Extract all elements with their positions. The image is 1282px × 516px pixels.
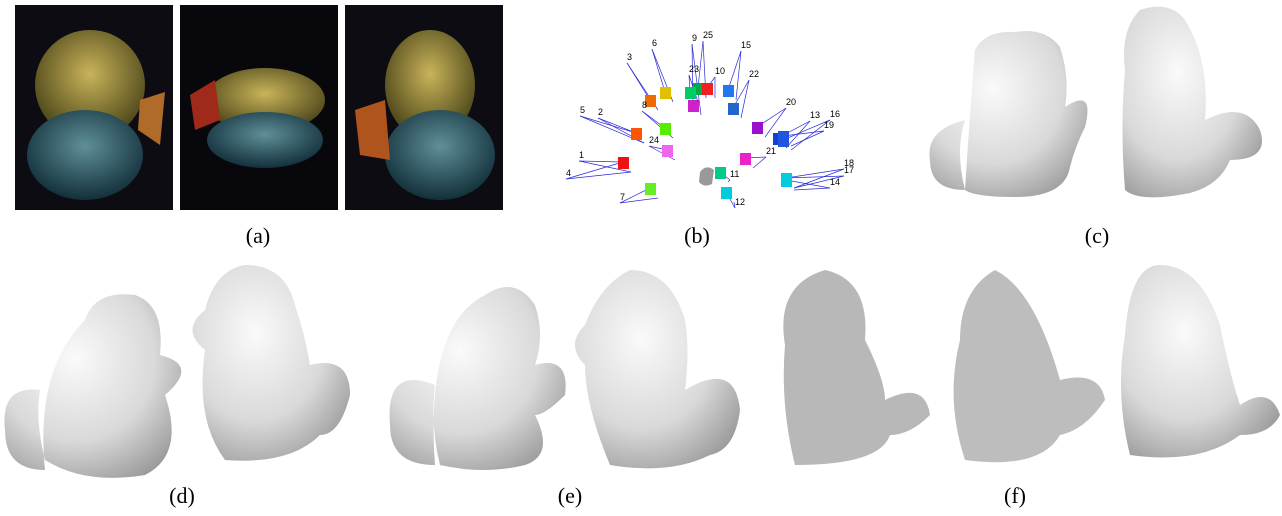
view-ray bbox=[652, 49, 665, 92]
camera bbox=[721, 187, 732, 199]
caption: (b) bbox=[684, 223, 710, 248]
camera bbox=[715, 167, 726, 179]
camera bbox=[645, 183, 656, 195]
render bbox=[575, 270, 740, 468]
camera bbox=[660, 87, 671, 99]
camera-label: 9 bbox=[692, 33, 697, 43]
photo bbox=[345, 5, 503, 210]
camera bbox=[781, 175, 792, 187]
view-ray bbox=[580, 116, 636, 133]
camera-label: 20 bbox=[786, 97, 796, 107]
camera-label: 22 bbox=[749, 69, 759, 79]
render bbox=[4, 294, 181, 478]
camera-label: 6 bbox=[652, 38, 657, 48]
camera bbox=[778, 131, 789, 143]
camera-label: 3 bbox=[627, 52, 632, 62]
figure: 3692515231022528201316192421141817111471… bbox=[0, 0, 1282, 516]
camera bbox=[702, 83, 713, 95]
camera bbox=[740, 153, 751, 165]
camera-label: 2 bbox=[598, 107, 603, 117]
photo bbox=[180, 5, 338, 210]
camera-label: 11 bbox=[730, 169, 739, 179]
camera-label: 8 bbox=[642, 100, 647, 110]
camera-label: 19 bbox=[824, 120, 834, 130]
camera bbox=[618, 157, 629, 169]
render bbox=[193, 265, 351, 461]
view-ray bbox=[598, 118, 636, 133]
camera bbox=[752, 122, 763, 134]
caption: (d) bbox=[169, 483, 195, 508]
render bbox=[1123, 7, 1263, 198]
camera-label: 17 bbox=[844, 165, 854, 175]
camera-label: 16 bbox=[830, 109, 840, 119]
render bbox=[954, 270, 1105, 462]
camera-label: 10 bbox=[715, 66, 725, 76]
camera bbox=[660, 123, 671, 135]
view-ray bbox=[794, 188, 830, 190]
camera bbox=[728, 103, 739, 115]
caption: (f) bbox=[1004, 483, 1026, 508]
caption: (a) bbox=[246, 223, 270, 248]
camera-label: 4 bbox=[566, 168, 571, 178]
object-icon bbox=[699, 167, 714, 185]
render bbox=[1121, 265, 1280, 458]
camera-label: 14 bbox=[830, 177, 840, 187]
caption: (e) bbox=[558, 483, 582, 508]
view-ray bbox=[741, 80, 749, 118]
caption: (c) bbox=[1085, 223, 1109, 248]
view-ray bbox=[753, 157, 766, 168]
camera bbox=[723, 85, 734, 97]
camera-label: 5 bbox=[580, 105, 585, 115]
camera-label: 24 bbox=[649, 135, 659, 145]
camera-label: 7 bbox=[620, 192, 625, 202]
render bbox=[783, 270, 930, 465]
camera-label: 13 bbox=[810, 110, 820, 120]
camera-label: 21 bbox=[766, 146, 776, 156]
photo-group bbox=[15, 5, 503, 210]
camera bbox=[688, 100, 699, 112]
camera-label: 12 bbox=[735, 197, 745, 207]
render bbox=[390, 287, 566, 470]
camera-label: 15 bbox=[741, 40, 751, 50]
photo bbox=[15, 5, 173, 210]
camera-label: 23 bbox=[689, 64, 699, 74]
view-ray bbox=[579, 161, 623, 162]
view-ray bbox=[566, 172, 631, 179]
camera bbox=[662, 145, 673, 157]
camera-label: 1 bbox=[579, 150, 584, 160]
camera bbox=[631, 128, 642, 140]
camera bbox=[685, 87, 696, 99]
render bbox=[929, 31, 1087, 197]
view-ray bbox=[728, 180, 730, 182]
camera-label: 25 bbox=[703, 30, 713, 40]
